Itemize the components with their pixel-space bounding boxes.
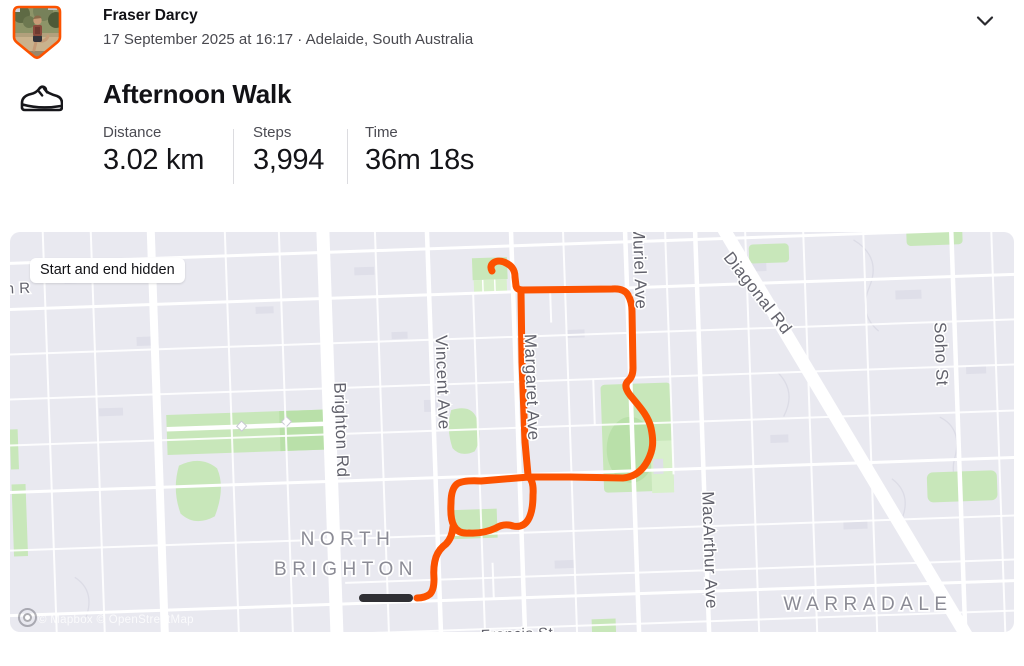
street-label-francis-st: Francis St (481, 625, 554, 632)
street-grid (10, 232, 1014, 632)
stat-distance: Distance 3.02 km (103, 124, 204, 177)
stat-steps-label: Steps (253, 124, 292, 141)
stat-distance-value: 3.02 km (103, 144, 205, 176)
stat-time-label: Time (365, 124, 398, 141)
street-label-margaret-ave: Margaret Ave (521, 334, 544, 441)
area-label-north: NORTH (301, 529, 396, 550)
shoe-icon (19, 81, 64, 115)
stat-divider (347, 129, 348, 184)
mapbox-logo-icon[interactable] (18, 608, 37, 627)
post-meta: 17 September 2025 at 16:17 · Adelaide, S… (103, 31, 474, 48)
stat-time: Time 36m 18s (365, 124, 474, 177)
activity-route (359, 257, 657, 602)
area-labels: NORTH BRIGHTON WARRADALE (272, 527, 952, 617)
user-name[interactable]: Fraser Darcy (103, 7, 198, 24)
stat-steps-value: 3,994 (253, 144, 325, 176)
route-map[interactable]: Brighton Rd Vincent Ave Margaret Ave Mur… (10, 232, 1014, 632)
map-attribution[interactable]: © Mapbox © OpenStreetMap (38, 614, 194, 626)
stat-steps: Steps 3,994 (253, 124, 324, 177)
avatar-shield-image (12, 5, 62, 60)
chevron-down-icon[interactable] (972, 8, 998, 34)
stat-divider (233, 129, 234, 184)
stat-distance-label: Distance (103, 124, 162, 141)
street-label-macarthur-ave: MacArthur Ave (698, 491, 721, 609)
street-label-soho-st: Soho St (930, 322, 951, 387)
activity-title: Afternoon Walk (103, 79, 292, 109)
street-label-partial: n R (10, 280, 31, 298)
street-label-brighton-rd: Brighton Rd (330, 382, 352, 478)
start-end-hidden-badge: Start and end hidden (30, 258, 185, 283)
avatar[interactable] (12, 5, 62, 60)
stat-time-value: 36m 18s (365, 144, 475, 176)
area-label-brighton: BRIGHTON (274, 559, 418, 580)
area-label-warradale: WARRADALE (783, 594, 952, 615)
street-label-muriel-ave: Muriel Ave (629, 232, 651, 310)
street-label-vincent-ave: Vincent Ave (432, 335, 454, 430)
